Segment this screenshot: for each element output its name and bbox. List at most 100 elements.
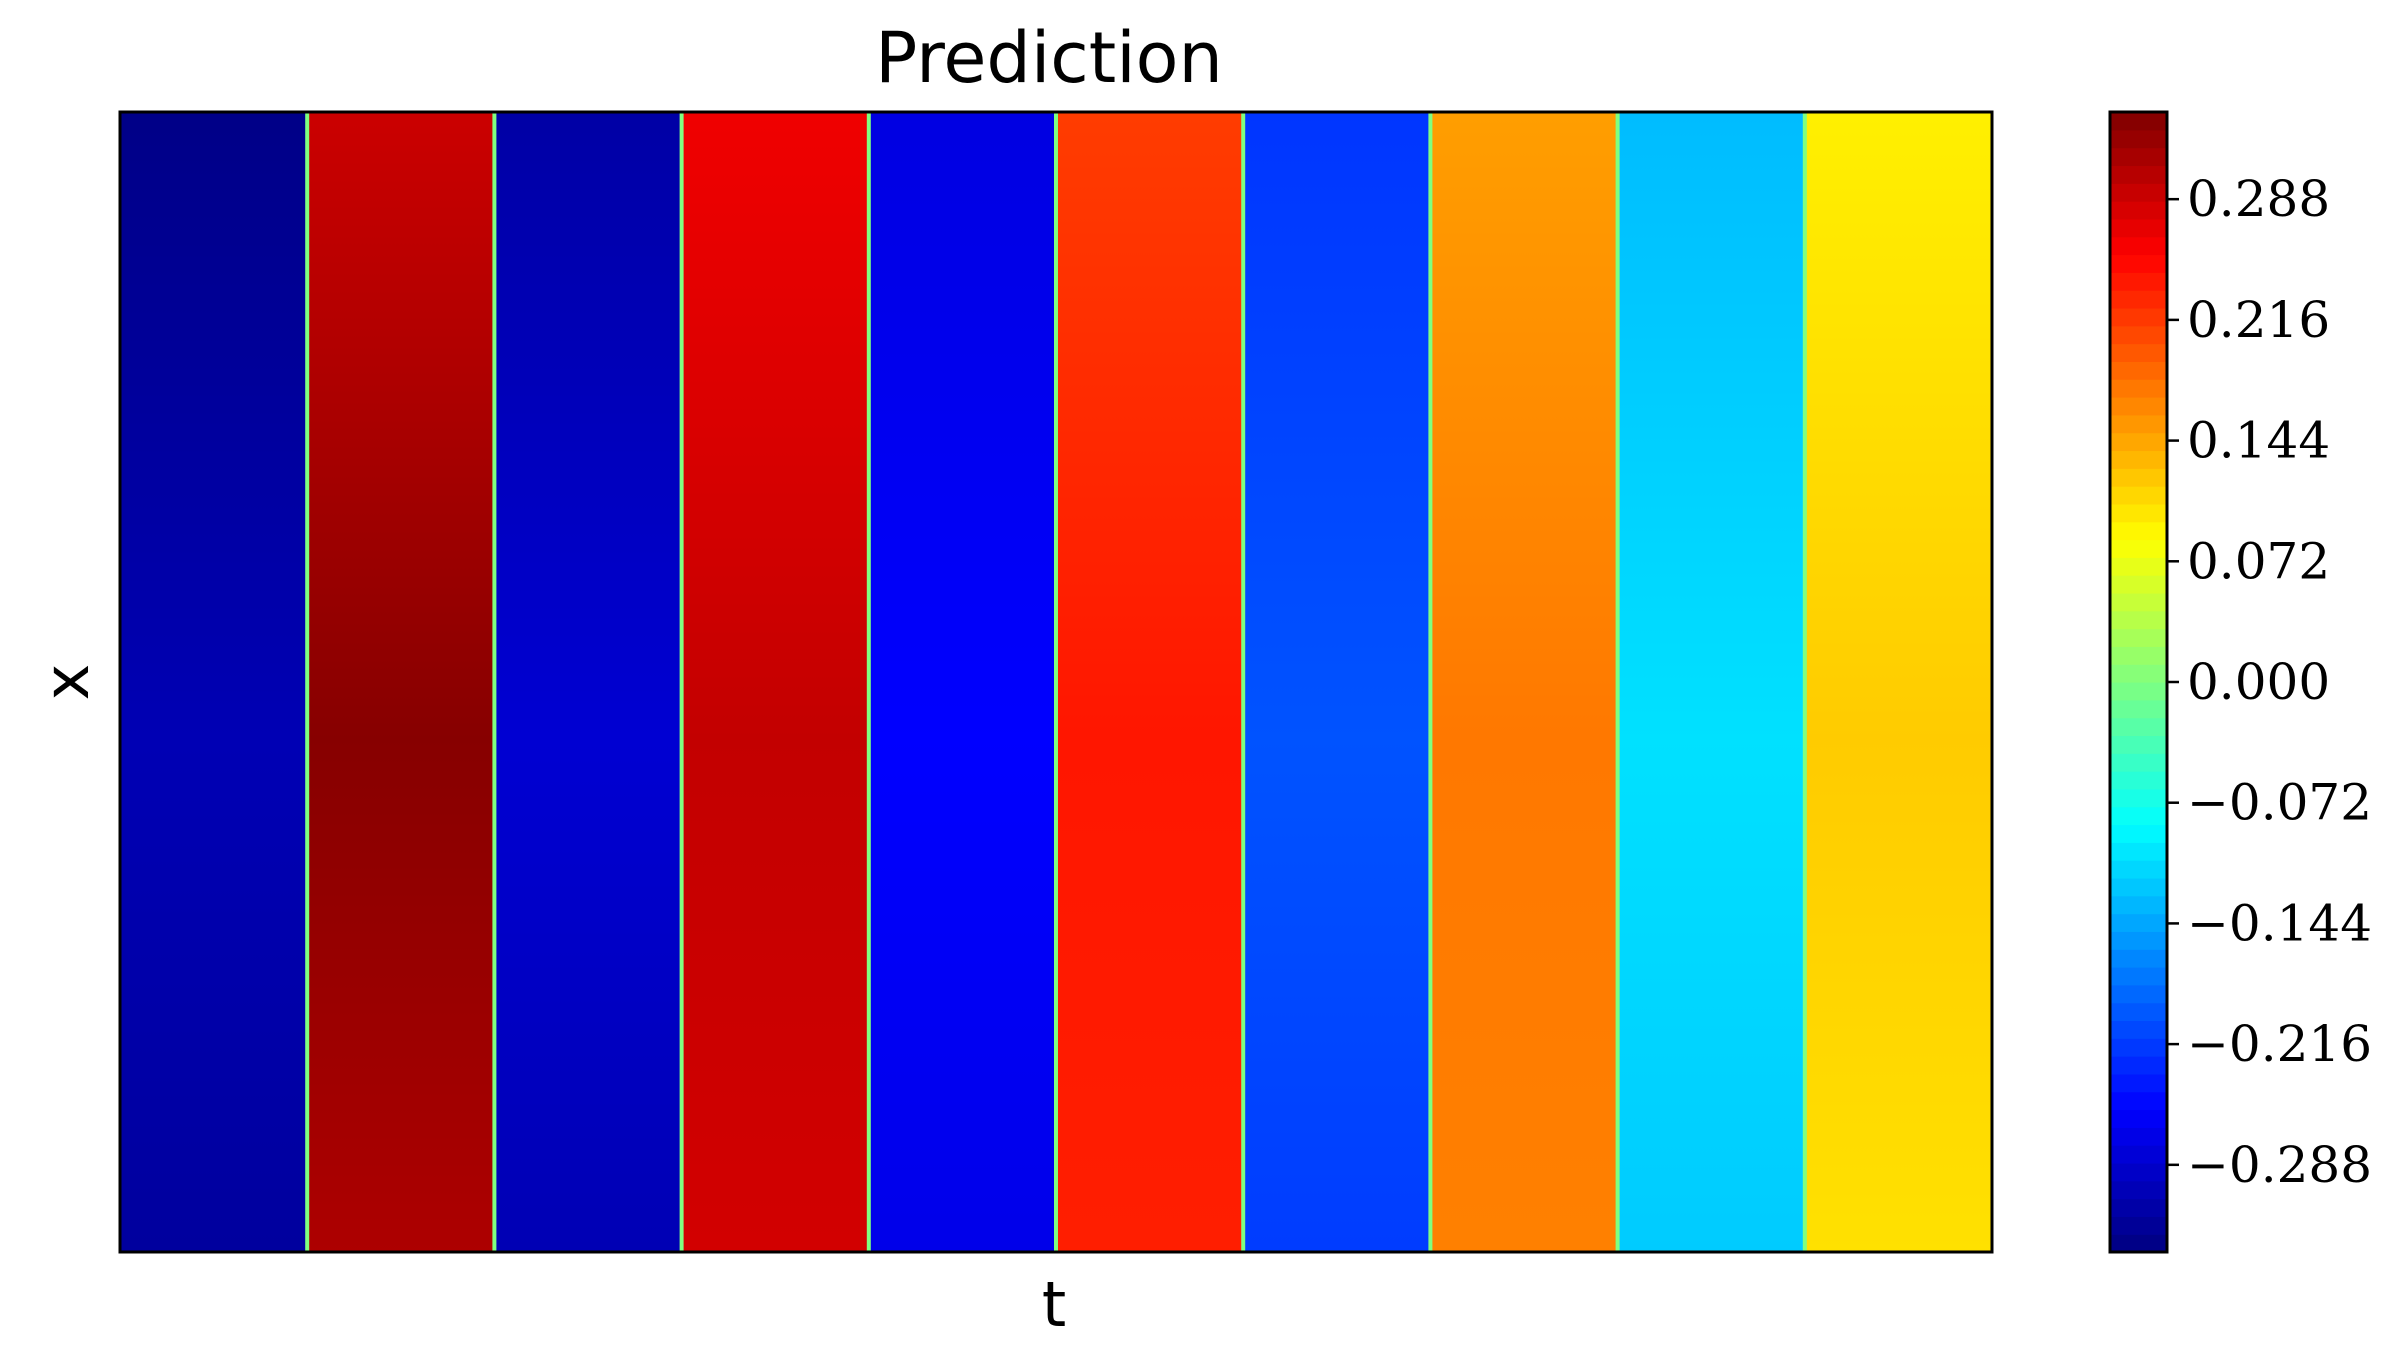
colorbar-level [2110,147,2167,167]
colorbar-level [2110,290,2167,309]
colorbar-level [2110,735,2167,754]
colorbar-level [2110,1180,2167,1200]
band-boundary-4 [866,112,871,1252]
colorbar-level [2110,1056,2167,1075]
colorbar-level [2110,895,2167,915]
colorbar-tick-label: −0.216 [2187,1015,2372,1073]
colorbar-level [2110,343,2167,362]
colorbar-level [2110,1145,2167,1164]
colorbar-level [2110,236,2167,256]
colorbar-level [2110,842,2167,861]
colorbar-level [2110,824,2167,843]
colorbar-level [2110,788,2167,808]
heatmap-band-7 [1243,112,1431,1252]
colorbar-level [2110,468,2167,487]
band-boundary-1 [305,112,310,1252]
colorbar-level [2110,699,2167,719]
colorbar-tick-label: 0.144 [2187,412,2330,470]
colorbar-tick-label: −0.144 [2187,894,2372,952]
colorbar [2110,112,2167,1253]
x-axis-label: t [1042,1268,1066,1341]
band-boundary-7 [1428,112,1433,1252]
colorbar-level [2110,201,2167,220]
colorbar-tick-label: −0.072 [2187,774,2372,832]
colorbar-level [2110,1162,2167,1182]
colorbar-level [2110,539,2167,558]
heatmap-band-2 [307,112,495,1252]
colorbar-level [2110,1073,2167,1093]
colorbar-level [2110,503,2167,523]
y-axis-label: x [30,664,103,701]
colorbar-level [2110,1038,2167,1057]
colorbar-level [2110,682,2167,701]
colorbar-tick-label: 0.000 [2187,653,2330,711]
heatmap-band-4 [681,112,870,1252]
heatmap-band-10 [1804,112,1993,1252]
colorbar-level [2110,218,2167,238]
heatmap-band-6 [1056,112,1244,1252]
colorbar-level [2110,646,2167,665]
colorbar-level [2110,307,2167,327]
colorbar-level [2110,432,2167,452]
colorbar-level [2110,610,2167,630]
colorbar-level [2110,1020,2167,1039]
colorbar-level [2110,325,2167,345]
colorbar-level [2110,592,2167,612]
colorbar-level [2110,1109,2167,1128]
colorbar-level [2110,967,2167,986]
band-boundary-5 [1054,112,1058,1252]
colorbar-level [2110,913,2167,932]
colorbar-level [2110,1127,2167,1146]
band-boundary-9 [1802,112,1807,1252]
colorbar-tick-label: 0.072 [2187,532,2330,590]
colorbar-tick-label: 0.288 [2187,170,2330,228]
colorbar-level [2110,183,2167,202]
colorbar-level [2110,486,2167,505]
colorbar-level [2110,628,2167,647]
heatmap-band-8 [1430,112,1619,1252]
colorbar-level [2110,129,2167,149]
colorbar-level [2110,1091,2167,1111]
heatmap-plot-area [120,112,1993,1252]
colorbar-level [2110,753,2167,772]
colorbar-level [2110,806,2167,826]
colorbar-level [2110,575,2167,594]
band-boundary-6 [1241,112,1246,1252]
colorbar-level [2110,361,2167,380]
band-boundary-8 [1615,112,1620,1252]
chart-title: Prediction [875,17,1223,99]
colorbar-level [2110,949,2167,968]
colorbar-level [2110,414,2167,434]
band-boundary-3 [679,112,684,1252]
colorbar-level [2110,860,2167,879]
colorbar-level [2110,1234,2167,1253]
colorbar-level [2110,450,2167,469]
band-boundary-2 [492,112,497,1252]
colorbar-level [2110,397,2167,416]
colorbar-level [2110,984,2167,1004]
colorbar-level [2110,254,2167,273]
colorbar-level [2110,272,2167,291]
colorbar-tick-label: −0.288 [2187,1136,2372,1194]
heatmap-band-3 [494,112,683,1252]
colorbar-level [2110,1198,2167,1217]
colorbar-tick-label: 0.216 [2187,291,2330,349]
colorbar-level [2110,664,2167,683]
colorbar-level [2110,1216,2167,1235]
plot-frame [118,110,1994,1254]
colorbar-level [2110,877,2167,897]
colorbar-level [2110,112,2167,131]
heatmap-band-5 [868,112,1057,1252]
colorbar-level [2110,717,2167,737]
heatmap-band-9 [1617,112,1806,1252]
colorbar-level [2110,771,2167,790]
colorbar-ticks: −0.288 −0.216 −0.144 −0.072 0.000 0.072 0.144 0… [2167,170,2372,1194]
colorbar-level [2110,1002,2167,1022]
colorbar-level [2110,557,2167,576]
colorbar-level [2110,931,2167,950]
colorbar-level [2110,379,2167,398]
colorbar-level [2110,165,2167,184]
colorbar-level [2110,521,2167,541]
heatmap-band-1 [120,112,308,1252]
